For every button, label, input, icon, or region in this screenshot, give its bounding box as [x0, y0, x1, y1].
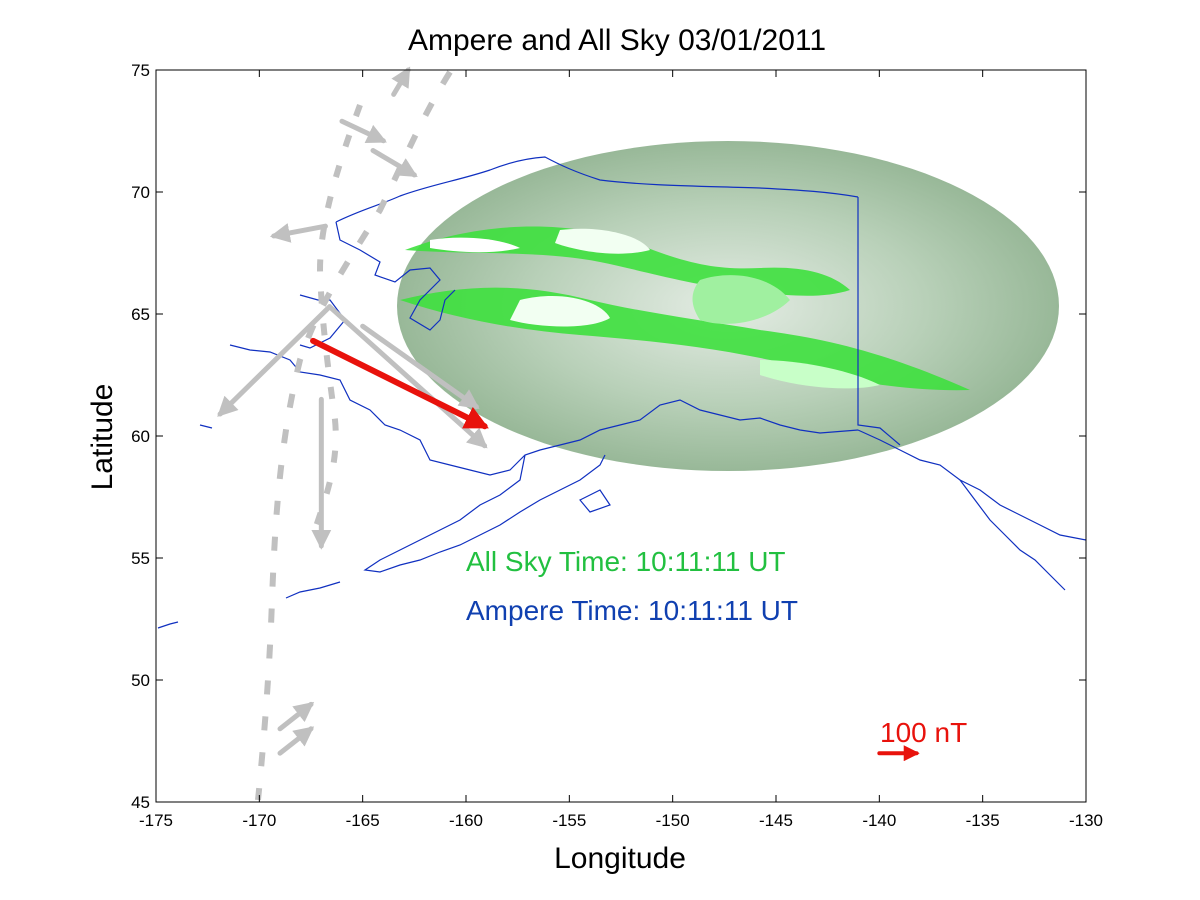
ampere-vectors — [217, 66, 488, 801]
chart-title: Ampere and All Sky 03/01/2011 — [408, 24, 826, 57]
x-tick-label: -130 — [1069, 811, 1103, 830]
ampere-vector-trail — [309, 103, 363, 541]
all-sky-time-label: All Sky Time: 10:11:11 UT — [466, 546, 786, 577]
ampere-vector — [277, 701, 315, 732]
x-tick-label: -160 — [449, 811, 483, 830]
alaska-canada-border — [857, 197, 901, 446]
y-tick-labels: 45 50 55 60 65 70 75 — [131, 61, 150, 812]
all-sky-image — [397, 141, 1059, 471]
y-tick-label: 70 — [131, 183, 150, 202]
y-tick-label: 60 — [131, 427, 150, 446]
ampere-vector — [339, 118, 387, 144]
y-tick-label: 65 — [131, 305, 150, 324]
coastline — [157, 156, 1086, 629]
y-tick-label: 45 — [131, 793, 150, 812]
x-tick-label: -155 — [552, 811, 586, 830]
ampere-time-label: Ampere Time: 10:11:11 UT — [466, 595, 798, 626]
ampere-vector — [391, 66, 411, 97]
x-tick-labels: -175 -170 -165 -160 -155 -150 -145 -140 -135 -130 — [139, 811, 1103, 830]
ampere-vector — [370, 148, 418, 178]
y-tick-label: 55 — [131, 549, 150, 568]
x-tick-label: -140 — [862, 811, 896, 830]
scale-label: 100 nT — [880, 717, 967, 748]
x-tick-label: -165 — [346, 811, 380, 830]
x-tick-label: -145 — [759, 811, 793, 830]
ampere-vector — [360, 323, 480, 410]
ampere-vector — [269, 223, 328, 243]
ampere-vector — [217, 304, 333, 417]
ampere-vector — [327, 304, 488, 449]
x-axis-label: Longitude — [554, 842, 686, 875]
x-tick-label: -175 — [139, 811, 173, 830]
y-tick-label: 50 — [131, 671, 150, 690]
x-tick-label: -135 — [966, 811, 1000, 830]
highlight-vector-arrow — [310, 337, 489, 430]
x-tick-label: -150 — [656, 811, 690, 830]
y-tick-label: 75 — [131, 61, 150, 80]
x-tick-label: -170 — [242, 811, 276, 830]
y-axis-label: Latitude — [86, 384, 119, 491]
highlight-vector — [310, 337, 489, 430]
axis-ticks — [155, 69, 1087, 803]
ampere-vector — [277, 726, 315, 756]
